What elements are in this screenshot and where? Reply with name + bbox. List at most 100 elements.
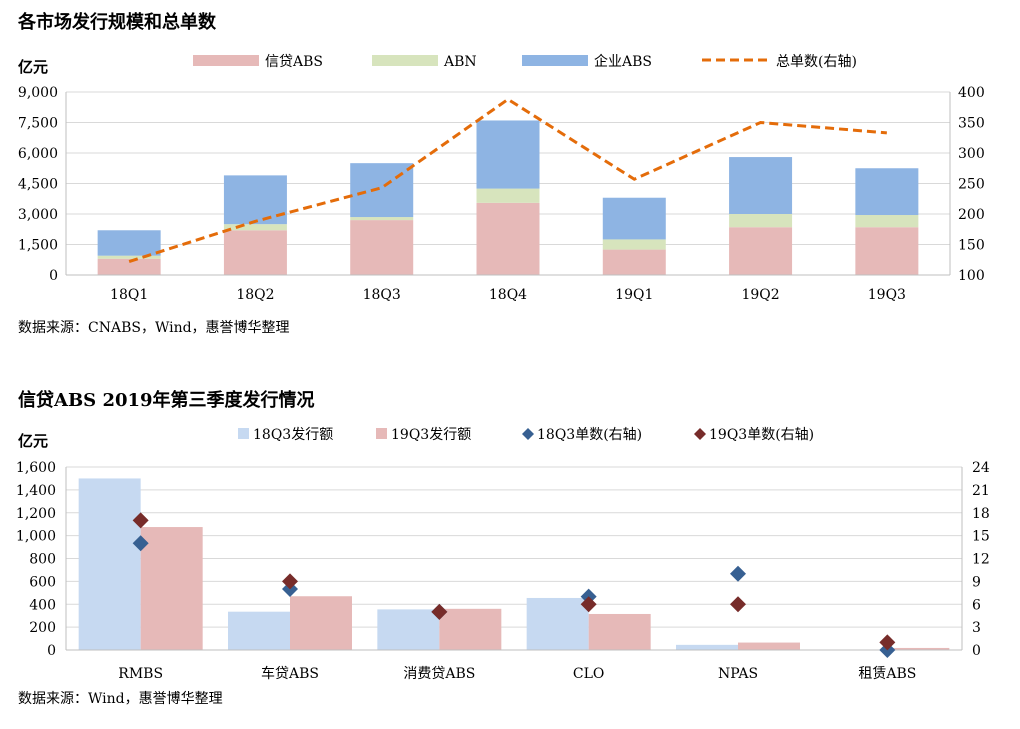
chart1-bar-2 xyxy=(729,214,793,228)
chart2-xtick-label: 车贷ABS xyxy=(261,665,319,682)
chart1-legend-label: ABN xyxy=(443,54,477,70)
chart2-y2tick-label: 15 xyxy=(972,529,990,545)
chart1-y2tick-label: 100 xyxy=(958,268,985,284)
chart2-point-2 xyxy=(580,596,597,613)
chart2-xtick-label: 消费贷ABS xyxy=(403,666,475,682)
chart1-bar-1 xyxy=(476,202,540,275)
chart2-source: 数据来源：Wind，惠誉博华整理 xyxy=(18,691,223,707)
chart1-bar-2 xyxy=(602,239,666,250)
chart1-bar-2 xyxy=(223,224,287,231)
chart2-bar-2 xyxy=(290,596,352,650)
chart1-legend-swatch-3 xyxy=(522,55,588,66)
chart1-xtick-label: 19Q1 xyxy=(615,287,653,303)
chart2-point-1 xyxy=(730,565,746,582)
chart1-xtick-label: 18Q2 xyxy=(236,287,274,303)
chart2-bar-1 xyxy=(377,609,440,650)
chart1-bar-3 xyxy=(476,120,540,189)
chart1-xtick-label: 19Q3 xyxy=(868,287,906,303)
chart1-bar-1 xyxy=(223,230,287,275)
chart2-bar-2 xyxy=(738,642,800,650)
chart2-xtick-label: 租赁ABS xyxy=(858,666,916,682)
chart2-y2tick-label: 18 xyxy=(972,506,990,522)
chart1-xtick-label: 18Q1 xyxy=(110,287,148,303)
chart1-legend-swatch-1 xyxy=(193,55,259,66)
chart1-y2tick-label: 200 xyxy=(958,207,985,223)
chart2-bar-2 xyxy=(140,527,203,650)
chart2-xtick-label: NPAS xyxy=(718,666,758,682)
chart2-point-1 xyxy=(132,535,149,552)
chart2-ytick-label: 1,400 xyxy=(16,483,56,499)
chart2-ytick-label: 800 xyxy=(29,552,56,568)
chart2-ytick-label: 1,600 xyxy=(16,460,56,476)
chart2-legend-label: 18Q3单数(右轴) xyxy=(537,427,642,443)
chart1-bar-2 xyxy=(350,217,414,221)
chart1-ytick-label: 6,000 xyxy=(18,146,58,162)
chart2-xtick-label: CLO xyxy=(573,666,605,682)
chart1-y2tick-label: 150 xyxy=(958,238,985,254)
chart2-point-2 xyxy=(879,634,896,651)
chart1-source: 数据来源：CNABS，Wind，惠誉博华整理 xyxy=(18,320,290,336)
chart1-bar-2 xyxy=(97,255,161,259)
chart1-y2tick-label: 400 xyxy=(958,85,985,101)
chart2-bar-1 xyxy=(676,644,738,650)
chart1-ytick-label: 3,000 xyxy=(18,207,58,223)
chart2-legend-label: 19Q3单数(右轴) xyxy=(709,427,814,443)
chart2-ytick-label: 600 xyxy=(29,574,56,590)
chart2-ytick-label: 0 xyxy=(47,643,56,659)
chart1-ytick-label: 0 xyxy=(49,268,58,284)
chart2-ytick-label: 200 xyxy=(29,620,56,636)
chart2-yaxis-unit: 亿元 xyxy=(18,432,48,450)
chart1-title: 各市场发行规模和总单数 xyxy=(18,12,216,33)
chart2-y2tick-label: 3 xyxy=(972,620,981,636)
chart2-bar-2 xyxy=(887,647,950,650)
chart2-bar-1 xyxy=(526,597,589,650)
chart2-y2tick-label: 21 xyxy=(972,483,990,499)
chart2-y2tick-label: 0 xyxy=(972,643,981,659)
chart1-legend-label: 企业ABS xyxy=(594,53,652,70)
chart1-bar-1 xyxy=(350,220,414,275)
chart2-point-2 xyxy=(282,573,298,590)
chart2-ytick-label: 1,000 xyxy=(16,529,56,545)
chart1-bar-3 xyxy=(602,197,666,240)
chart1-bar-2 xyxy=(855,215,919,228)
chart2-y2tick-label: 24 xyxy=(972,460,990,476)
chart1-bar-2 xyxy=(476,188,540,203)
chart1-yaxis-unit: 亿元 xyxy=(18,58,48,76)
chart2-legend-swatch-3 xyxy=(522,428,534,440)
chart1-ytick-label: 4,500 xyxy=(18,177,58,193)
chart2-legend-swatch-1 xyxy=(238,428,249,439)
chart2-ytick-label: 400 xyxy=(29,597,56,613)
chart1-y2tick-label: 350 xyxy=(958,116,985,132)
chart1-legend-label: 总单数(右轴) xyxy=(776,54,857,70)
chart1-ytick-label: 1,500 xyxy=(18,238,58,254)
chart1-legend-swatch-2 xyxy=(372,55,438,66)
chart2-bar-1 xyxy=(78,478,141,650)
chart2-title: 信贷ABS 2019年第三季度发行情况 xyxy=(18,390,315,411)
chart2-ytick-label: 1,200 xyxy=(16,506,56,522)
chart2-y2tick-label: 12 xyxy=(972,552,990,568)
chart2-y2tick-label: 9 xyxy=(972,574,981,590)
chart2-point-2 xyxy=(730,596,746,613)
chart1-legend-label: 信贷ABS xyxy=(265,54,323,70)
chart2-bar-2 xyxy=(439,608,502,650)
chart2-legend-label: 19Q3发行额 xyxy=(391,427,471,443)
chart1-bar-1 xyxy=(855,227,919,275)
chart2-y2tick-label: 6 xyxy=(972,597,981,613)
chart1-bar-1 xyxy=(729,227,793,275)
chart1-ytick-label: 7,500 xyxy=(18,116,58,132)
chart1-line-series xyxy=(128,97,887,264)
chart1-xtick-label: 18Q3 xyxy=(363,287,401,303)
chart1-bar-3 xyxy=(97,230,161,256)
chart2-point-2 xyxy=(132,512,149,529)
chart1-bar-3 xyxy=(855,168,919,216)
chart2-xtick-label: RMBS xyxy=(118,666,163,682)
chart2-legend-swatch-2 xyxy=(376,428,387,439)
chart2-bar-2 xyxy=(588,613,651,650)
chart1-ytick-label: 9,000 xyxy=(18,85,58,101)
chart1-bar-3 xyxy=(350,163,414,218)
chart1-xtick-label: 18Q4 xyxy=(489,287,527,303)
chart2-legend-swatch-4 xyxy=(694,428,706,440)
chart1-bar-1 xyxy=(97,258,161,275)
chart1-xtick-label: 19Q2 xyxy=(741,287,779,303)
chart1-bar-3 xyxy=(729,157,793,214)
